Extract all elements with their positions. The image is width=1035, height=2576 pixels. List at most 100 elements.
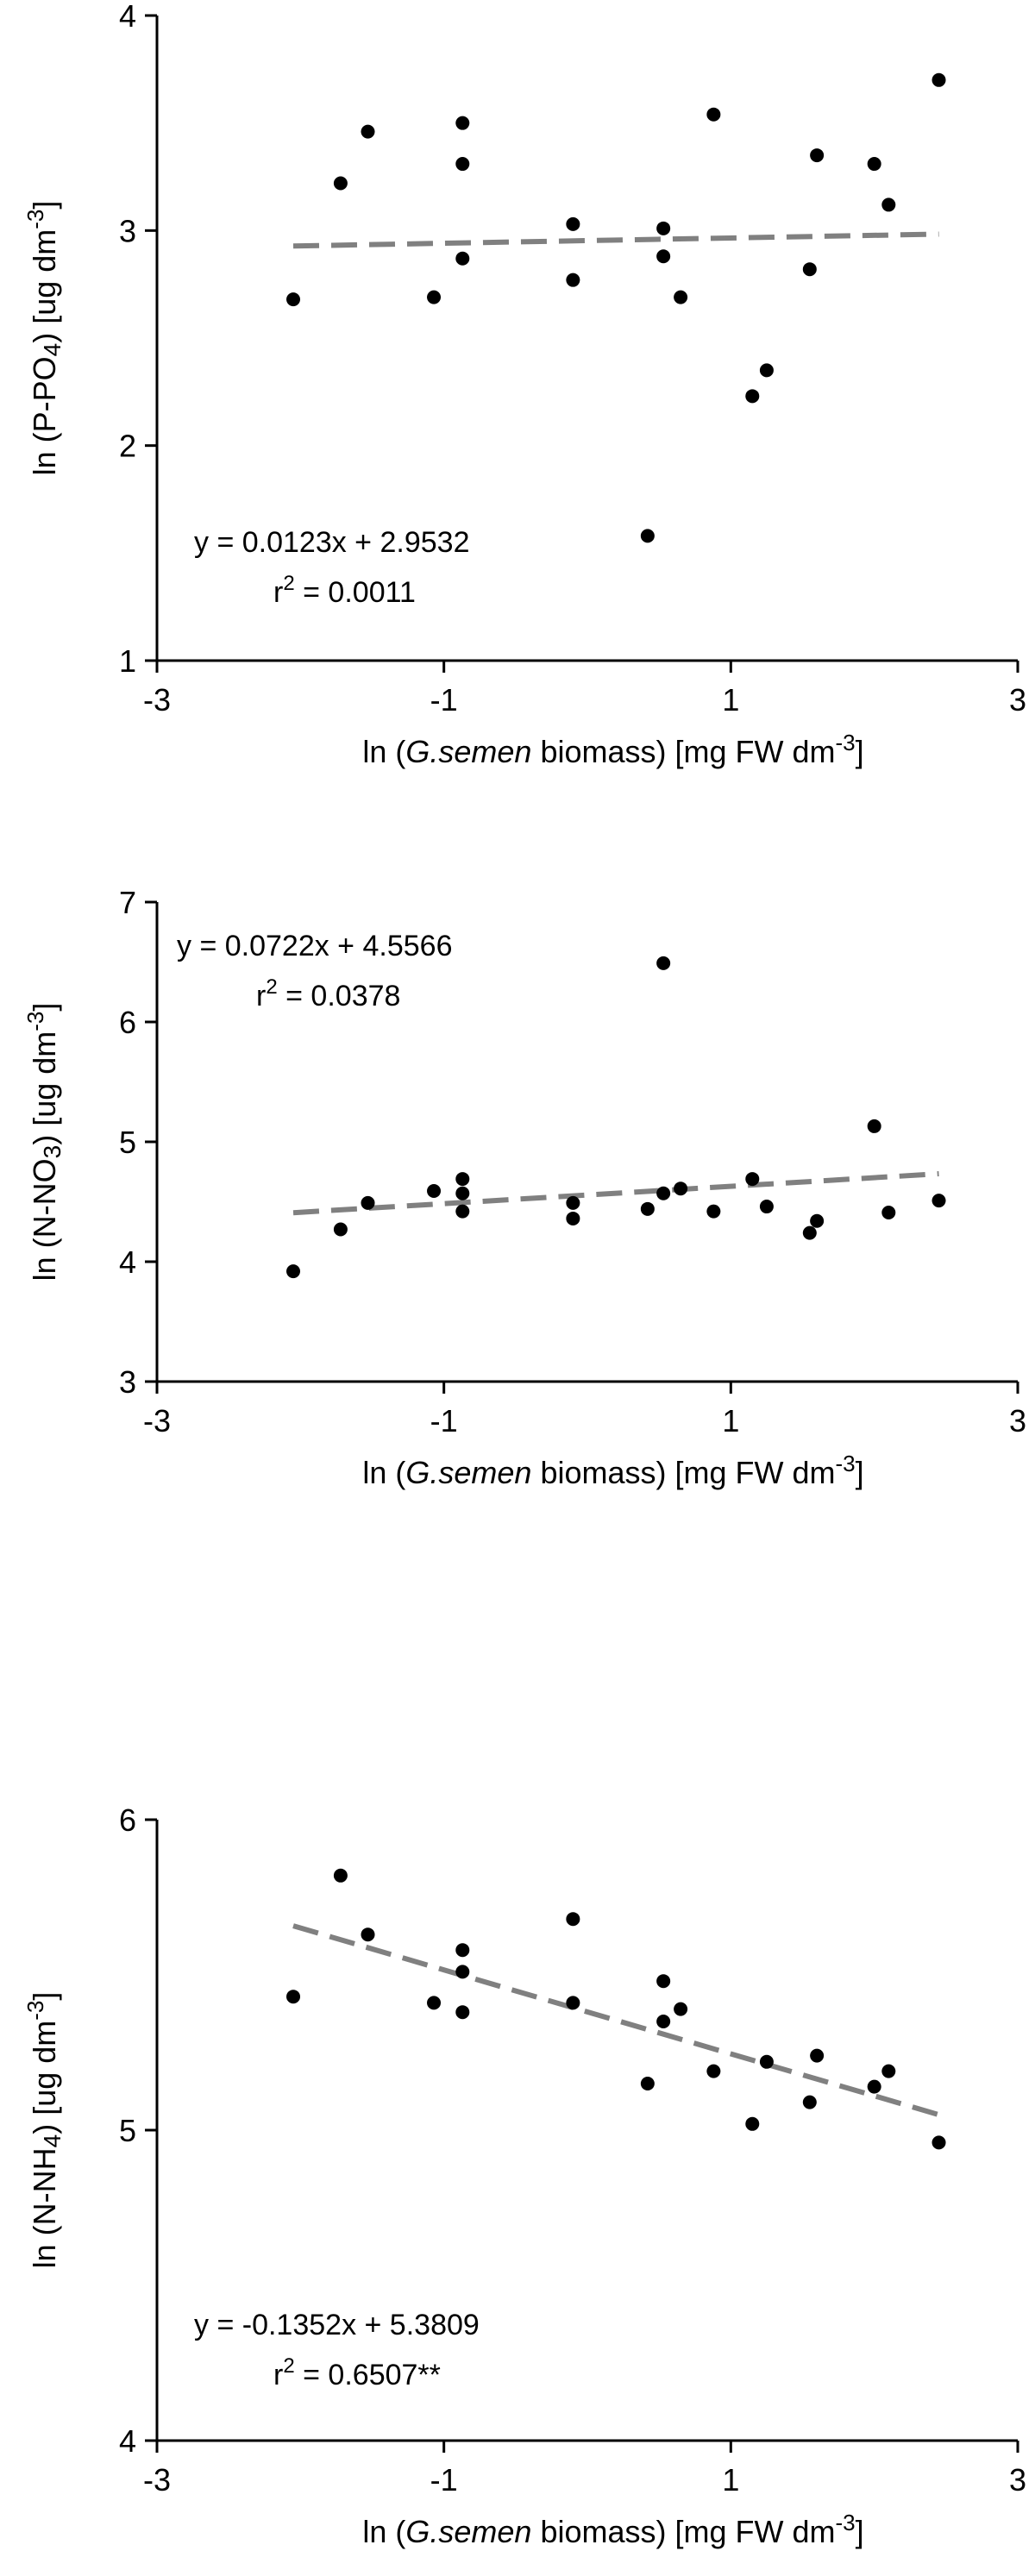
y-tick-label: 2 [119, 429, 136, 464]
y-tick-label: 4 [119, 2423, 136, 2459]
data-point [427, 290, 442, 304]
data-point [427, 1183, 442, 1198]
x-tick-label: 3 [1009, 1403, 1026, 1438]
y-tick-label: 6 [119, 1802, 136, 1838]
x-tick-label: 1 [722, 1403, 739, 1438]
x-axis-label: ln (G.semen biomass) [mg FW dm-3] [362, 1451, 863, 1490]
data-point [932, 1194, 946, 1208]
data-point [640, 2077, 655, 2090]
trendline [292, 231, 939, 249]
data-point [455, 1965, 470, 1979]
r-squared-label: r2 = 0.0378 [256, 975, 400, 1012]
data-point [361, 1927, 375, 1942]
y-tick-label: 6 [119, 1005, 136, 1040]
y-axis-label: ln (N-NO3) [ug dm-3] [22, 1003, 66, 1282]
data-point [427, 1996, 442, 2010]
data-point [566, 273, 580, 287]
data-point [656, 2015, 671, 2028]
trendline [292, 1171, 939, 1216]
data-point [674, 1181, 688, 1196]
data-point [455, 1186, 470, 1200]
x-tick-label: -1 [430, 682, 458, 718]
regression-equation: y = -0.1352x + 5.3809 [194, 2309, 480, 2341]
data-point [333, 1868, 348, 1883]
data-point [455, 2005, 470, 2020]
y-tick-label: 1 [119, 643, 136, 679]
data-point [455, 116, 470, 130]
y-tick-label: 3 [119, 1364, 136, 1400]
data-point [867, 1119, 881, 1133]
data-point [745, 1172, 760, 1187]
data-point [566, 216, 580, 231]
data-point [656, 249, 671, 264]
data-point [759, 2054, 774, 2069]
data-point [455, 251, 470, 266]
y-axis-label: ln (P-PO4) [ug dm-3] [22, 201, 66, 476]
data-point [867, 2079, 881, 2094]
data-point [674, 290, 688, 304]
data-point [802, 262, 817, 277]
x-tick-label: 3 [1009, 682, 1026, 718]
data-point [802, 1225, 817, 1240]
data-point [706, 107, 721, 122]
data-point [706, 2064, 721, 2078]
data-point [881, 1206, 896, 1220]
x-tick-label: 1 [722, 2462, 739, 2498]
data-point [810, 1213, 825, 1228]
data-point [455, 1172, 470, 1187]
data-point [706, 1204, 721, 1219]
data-point [361, 1195, 375, 1210]
data-point [881, 197, 896, 212]
regression-equation: y = 0.0722x + 4.5566 [177, 930, 452, 962]
data-point [656, 221, 671, 235]
x-axis-label: ln (G.semen biomass) [mg FW dm-3] [362, 2510, 863, 2549]
y-tick-label: 3 [119, 213, 136, 248]
chart-panel-3: 4 5 6 -3 -1 1 3 ln (G.semen biomass) [mg FW dm-… [22, 1802, 1026, 2549]
data-point [674, 2002, 688, 2016]
chart-panel-2: 3 4 5 6 7 -3 -1 1 3 ln (G.semen biomass) [mg FW d… [22, 885, 1026, 1490]
data-point [802, 2095, 817, 2109]
x-tick-label: -1 [430, 1403, 458, 1438]
data-point [745, 389, 760, 404]
data-point [361, 124, 375, 139]
x-tick-label: -3 [143, 682, 171, 718]
data-point [867, 157, 881, 172]
y-tick-label: 5 [119, 1125, 136, 1160]
data-point [932, 72, 946, 87]
data-point [745, 2116, 760, 2131]
y-axis-label: ln (N-NH4) [ug dm-3] [22, 1992, 66, 2269]
y-tick-label: 4 [119, 1244, 136, 1280]
data-point [455, 1204, 470, 1219]
data-point [640, 529, 655, 543]
r-squared-label: r2 = 0.6507** [273, 2354, 441, 2391]
data-point [810, 148, 825, 163]
data-point [566, 1912, 580, 1927]
chart-panel-1: 1 2 3 4 -3 -1 1 3 ln (G.semen biomass) [mg FW dm… [22, 0, 1026, 769]
regression-equation: y = 0.0123x + 2.9532 [194, 526, 469, 559]
data-point [656, 1186, 671, 1200]
x-tick-label: -1 [430, 2462, 458, 2498]
data-point [932, 2135, 946, 2150]
y-tick-label: 4 [119, 0, 136, 34]
x-tick-label: 1 [722, 682, 739, 718]
data-point [286, 1990, 301, 2004]
r-squared-label: r2 = 0.0011 [273, 572, 416, 609]
data-point [759, 1200, 774, 1214]
y-tick-label: 5 [119, 2113, 136, 2148]
x-tick-label: -3 [143, 2462, 171, 2498]
x-tick-label: 3 [1009, 2462, 1026, 2498]
data-point [455, 1943, 470, 1958]
data-point [286, 1264, 301, 1279]
x-tick-label: -3 [143, 1403, 171, 1438]
data-point [759, 363, 774, 378]
trendline [292, 1923, 940, 2118]
data-point [656, 1974, 671, 1989]
data-point [286, 292, 301, 307]
data-point [881, 2064, 896, 2078]
data-point [333, 176, 348, 191]
data-point [566, 1195, 580, 1210]
data-point [566, 1211, 580, 1225]
data-point [566, 1996, 580, 2010]
data-point [455, 157, 470, 172]
